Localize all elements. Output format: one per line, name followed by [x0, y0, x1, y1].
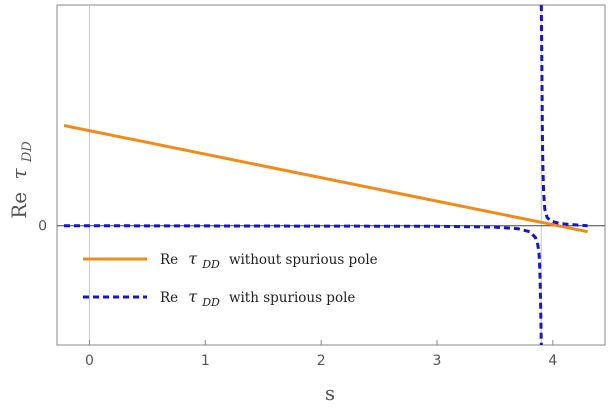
- y-axis-title-prefix: Re: [7, 192, 31, 219]
- x-axis-title: s: [325, 381, 335, 405]
- series-with-pole-left-branch: [63, 224, 543, 346]
- y-tick-label: 0: [38, 219, 47, 235]
- series-with-pole-right-branch: [539, 4, 588, 228]
- svg-text:Re τ DD: Re τ DD: [7, 141, 35, 219]
- legend-label-with-pole: Re τ DD with spurious pole: [160, 287, 355, 310]
- legend-label-without-pole: Re τ DD without spurious pole: [160, 249, 378, 272]
- legend: Re τ DD without spurious pole Re τ DD wi…: [83, 249, 378, 310]
- x-tick-label: 1: [201, 353, 210, 369]
- x-tick-label: 0: [85, 353, 94, 369]
- x-tick-label: 3: [433, 353, 442, 369]
- y-axis-title-symbol: τ: [7, 168, 31, 180]
- x-tick-label: 2: [317, 353, 326, 369]
- y-axis-ticks: 0: [38, 219, 47, 235]
- y-axis-title: Re τ DD: [7, 141, 35, 219]
- series-without-pole-line: [63, 124, 588, 234]
- plot-frame: [56, 4, 606, 346]
- x-tick-label: 4: [548, 353, 557, 369]
- y-axis-title-subscript: DD: [20, 141, 35, 163]
- x-axis-ticks: 0 1 2 3 4: [85, 340, 557, 369]
